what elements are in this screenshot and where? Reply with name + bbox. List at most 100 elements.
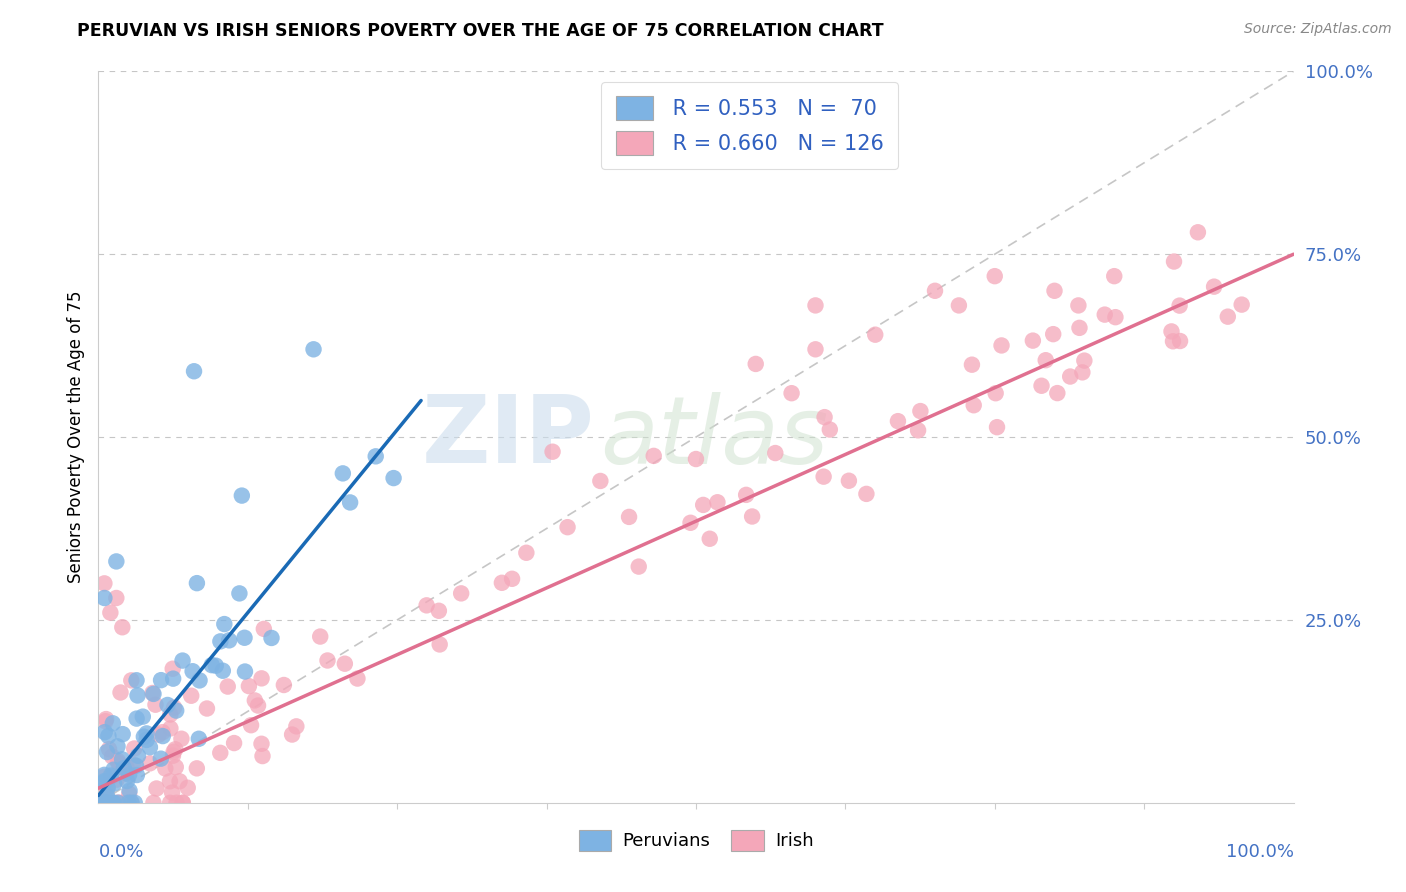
Point [1104,310,1126,325]
Point [142,796,165,810]
Point [125,712,148,726]
Point [172,796,194,810]
Point [120,673,142,688]
Point [984,386,1007,401]
Point [1046,386,1069,401]
Point [105,772,128,787]
Point [98,742,121,756]
Point [122,758,145,772]
Point [107,796,129,810]
Point [250,671,273,685]
Point [180,689,202,703]
Point [243,693,266,707]
Point [984,269,1007,284]
Text: PERUVIAN VS IRISH SENIORS POVERTY OVER THE AGE OF 75 CORRELATION CHART: PERUVIAN VS IRISH SENIORS POVERTY OVER T… [77,22,884,40]
Point [107,739,129,754]
Point [364,450,387,464]
Point [183,364,205,378]
Point [103,776,125,790]
Point [117,796,139,810]
Point [1163,254,1185,268]
Point [427,604,450,618]
Point [1035,353,1057,368]
Point [127,748,149,763]
Point [103,763,125,777]
Point [105,591,128,605]
Text: Source: ZipAtlas.com: Source: ZipAtlas.com [1244,22,1392,37]
Point [887,414,910,428]
Point [692,498,714,512]
Point [93,796,115,810]
Point [813,469,835,483]
Point [162,672,184,686]
Point [159,722,181,736]
Point [188,673,211,688]
Point [557,520,579,534]
Point [159,774,181,789]
Point [177,780,200,795]
Point [1094,308,1116,322]
Point [1073,353,1095,368]
Point [186,761,208,775]
Point [165,742,187,756]
Point [1069,321,1091,335]
Y-axis label: Seniors Poverty Over the Age of 75: Seniors Poverty Over the Age of 75 [66,291,84,583]
Point [155,761,177,775]
Point [125,758,148,772]
Point [233,631,256,645]
Point [250,737,273,751]
Point [111,727,134,741]
Point [186,576,208,591]
Point [93,770,115,784]
Point [96,781,118,796]
Point [97,729,120,743]
Point [141,686,163,700]
Point [763,446,786,460]
Point [309,630,332,644]
Point [285,719,308,733]
Point [165,760,187,774]
Point [1059,369,1081,384]
Point [211,664,233,678]
Point [1230,298,1253,312]
Point [240,718,263,732]
Point [1104,269,1126,284]
Point [105,554,128,568]
Point [780,386,803,401]
Point [699,532,721,546]
Point [93,796,115,810]
Point [1168,334,1191,348]
Point [93,775,115,789]
Point [643,449,665,463]
Point [94,714,117,729]
Point [105,796,128,810]
Point [96,745,118,759]
Point [135,726,157,740]
Point [148,728,170,742]
Point [706,495,728,509]
Text: atlas: atlas [600,392,828,483]
Point [166,796,188,810]
Point [93,796,115,810]
Point [110,685,132,699]
Point [741,509,763,524]
Point [501,572,523,586]
Point [152,729,174,743]
Point [804,298,827,312]
Point [115,766,138,780]
Point [93,796,115,810]
Point [94,796,117,810]
Point [217,680,239,694]
Point [101,749,124,764]
Point [117,796,139,810]
Point [120,796,142,810]
Point [332,467,354,481]
Point [1161,334,1184,349]
Point [948,298,970,312]
Point [117,796,139,810]
Point [333,657,356,671]
Point [214,617,236,632]
Point [96,796,118,810]
Point [990,338,1012,352]
Point [813,410,835,425]
